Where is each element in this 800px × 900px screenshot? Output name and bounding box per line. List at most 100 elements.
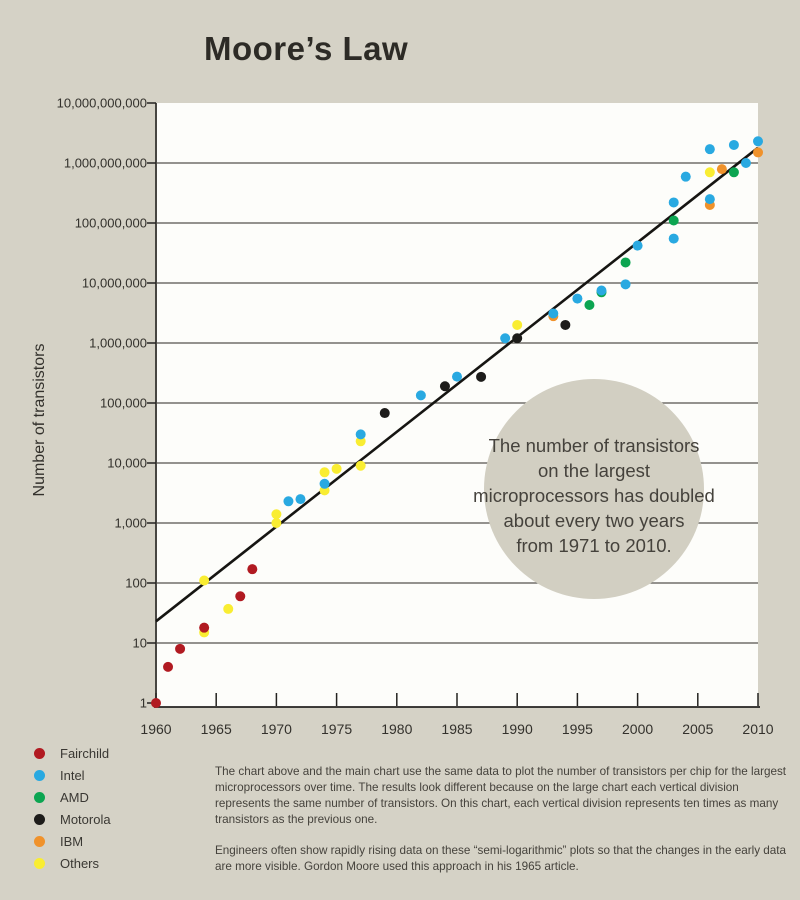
legend-item-fairchild: Fairchild: [34, 742, 111, 764]
legend-dot-icon: [34, 857, 45, 869]
annotation-text-line: on the largest: [538, 460, 650, 481]
x-tick-label: 1985: [441, 721, 472, 737]
data-point-others: [271, 509, 282, 520]
data-point-amd: [728, 167, 739, 178]
x-tick-label: 1980: [381, 721, 412, 737]
data-point-intel: [680, 171, 691, 182]
data-point-others: [704, 167, 715, 178]
legend-dot-icon: [34, 769, 45, 781]
chart-legend: Fairchild Intel AMD Motorola IBM Others: [34, 742, 111, 874]
data-point-amd: [620, 257, 631, 268]
data-point-motorola: [560, 319, 571, 330]
legend-item-amd: AMD: [34, 786, 111, 808]
data-point-motorola: [439, 381, 450, 392]
data-point-motorola: [379, 408, 390, 419]
data-point-fairchild: [247, 564, 258, 575]
data-point-intel: [319, 478, 330, 489]
data-point-intel: [596, 285, 607, 296]
data-point-others: [331, 463, 342, 474]
data-point-intel: [620, 279, 631, 290]
legend-dot-icon: [34, 747, 45, 759]
legend-item-ibm: IBM: [34, 830, 111, 852]
data-point-amd: [584, 299, 595, 310]
data-point-intel: [740, 158, 751, 168]
data-point-others: [271, 518, 282, 528]
moores-law-chart: The number of transistors on the largest m…: [31, 96, 774, 738]
data-point-intel: [452, 371, 462, 382]
legend-label: IBM: [60, 833, 84, 849]
y-tick-label: 10: [133, 636, 147, 651]
y-tick-label: 1,000,000,000: [64, 156, 147, 171]
data-point-intel: [704, 144, 715, 155]
y-tick-label: 100: [125, 576, 147, 591]
data-point-fairchild: [199, 622, 210, 633]
data-point-intel: [753, 136, 763, 147]
data-point-ibm: [716, 164, 727, 175]
y-tick-label: 1,000: [114, 516, 147, 531]
plot-area: [157, 103, 758, 707]
legend-label: Fairchild: [60, 745, 110, 761]
x-tick-label: 1970: [261, 721, 292, 737]
data-point-others: [319, 467, 330, 478]
data-point-intel: [500, 333, 511, 344]
data-point-intel: [728, 139, 739, 150]
x-tick-label: 1990: [502, 721, 533, 737]
data-point-motorola: [512, 333, 523, 344]
data-point-intel: [632, 240, 643, 251]
data-point-others: [355, 436, 366, 447]
data-point-others: [223, 603, 234, 614]
data-point-intel: [704, 194, 715, 205]
x-tick-label: 1975: [321, 721, 352, 737]
footnote-paragraph-1: The chart above and the main chart use t…: [215, 765, 787, 827]
annotation-text-line: from 1971 to 2010.: [516, 535, 671, 556]
footnotes: The chart above and the main chart use t…: [215, 764, 795, 889]
x-tick-label: 1995: [562, 721, 593, 737]
legend-item-intel: Intel: [34, 764, 111, 786]
annotation-text-line: microprocessors has doubled: [473, 485, 715, 506]
legend-label: Motorola: [60, 811, 111, 827]
legend-label: AMD: [60, 789, 89, 805]
legend-item-others: Others: [34, 852, 111, 874]
y-tick-label: 1: [140, 696, 147, 711]
legend-label: Others: [60, 855, 100, 871]
y-tick-label: 100,000,000: [75, 216, 147, 231]
y-tick-label: 10,000: [107, 456, 147, 471]
footnote-paragraph-2: Engineers often show rapidly rising data…: [215, 843, 787, 873]
data-point-others: [199, 575, 210, 586]
data-point-others: [355, 460, 366, 471]
data-point-intel: [572, 293, 583, 304]
data-point-intel: [668, 197, 679, 208]
data-point-fairchild: [235, 591, 246, 602]
x-tick-label: 2000: [622, 721, 653, 737]
data-point-intel: [668, 233, 679, 244]
data-point-others: [512, 319, 523, 330]
x-tick-label: 1965: [201, 721, 232, 737]
y-tick-label: 100,000: [100, 396, 147, 411]
chart-title: Moore’s Law: [204, 30, 409, 67]
data-point-intel: [355, 429, 366, 440]
data-point-fairchild: [151, 698, 161, 708]
data-point-amd: [668, 215, 679, 226]
legend-dot-icon: [34, 791, 45, 803]
x-tick-label: 2010: [742, 721, 773, 737]
data-point-motorola: [476, 371, 487, 382]
annotation-text-line: The number of transistors: [489, 435, 700, 456]
data-point-intel: [283, 496, 294, 507]
y-axis-title: Number of transistors: [31, 344, 48, 497]
y-tick-label: 1,000,000: [89, 336, 147, 351]
data-point-intel: [415, 390, 426, 401]
annotation-text-line: about every two years: [504, 510, 685, 531]
data-point-fairchild: [175, 643, 186, 654]
legend-dot-icon: [34, 813, 45, 825]
x-tick-label: 1960: [140, 721, 171, 737]
legend-dot-icon: [34, 835, 45, 847]
y-tick-label: 10,000,000,000: [57, 96, 147, 111]
annotation-circle: [484, 379, 704, 599]
legend-label: Intel: [60, 767, 85, 783]
data-point-fairchild: [163, 661, 174, 672]
data-point-intel: [295, 494, 306, 505]
y-tick-label: 10,000,000: [82, 276, 147, 291]
data-point-intel: [548, 308, 559, 319]
x-tick-label: 2005: [682, 721, 713, 737]
legend-item-motorola: Motorola: [34, 808, 111, 830]
